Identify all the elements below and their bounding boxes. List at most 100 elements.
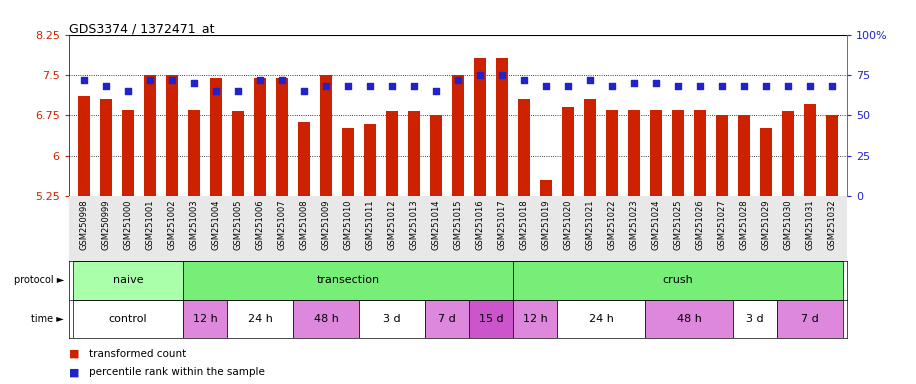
Bar — [100, 99, 112, 196]
Text: 12 h: 12 h — [192, 314, 217, 324]
Bar — [408, 111, 420, 196]
Text: GSM251025: GSM251025 — [673, 199, 682, 250]
Bar — [716, 115, 728, 196]
Bar — [166, 75, 178, 196]
Bar — [540, 180, 552, 196]
Text: GSM250998: GSM250998 — [80, 199, 89, 250]
Text: GSM251027: GSM251027 — [717, 199, 726, 250]
Point — [451, 77, 465, 83]
Point — [275, 77, 289, 83]
Text: naive: naive — [113, 275, 144, 285]
Bar — [293, 300, 359, 338]
Bar — [649, 110, 662, 196]
Text: GSM251014: GSM251014 — [431, 199, 441, 250]
Bar — [496, 58, 508, 196]
Text: GSM251004: GSM251004 — [212, 199, 221, 250]
Text: 3 d: 3 d — [747, 314, 764, 324]
Text: GSM251007: GSM251007 — [278, 199, 287, 250]
Text: 3 d: 3 d — [383, 314, 401, 324]
Bar — [733, 300, 777, 338]
Bar — [254, 78, 267, 196]
Point — [495, 72, 509, 78]
Point — [363, 83, 377, 89]
Point — [99, 83, 114, 89]
Bar — [738, 115, 750, 196]
Point — [231, 88, 245, 94]
Bar — [232, 111, 244, 196]
Text: time ►: time ► — [31, 314, 64, 324]
Bar — [627, 110, 640, 196]
Text: GSM251018: GSM251018 — [519, 199, 529, 250]
Point — [473, 72, 487, 78]
Point — [605, 83, 619, 89]
Text: control: control — [109, 314, 147, 324]
Bar — [469, 300, 513, 338]
Text: GSM251017: GSM251017 — [497, 199, 507, 250]
Text: GSM251002: GSM251002 — [168, 199, 177, 250]
Bar — [760, 127, 772, 196]
Bar — [513, 261, 843, 300]
Bar — [364, 124, 376, 196]
Text: GSM251015: GSM251015 — [453, 199, 463, 250]
Bar — [276, 78, 289, 196]
Point — [824, 83, 839, 89]
Text: GSM251005: GSM251005 — [234, 199, 243, 250]
Text: 24 h: 24 h — [588, 314, 614, 324]
Bar — [122, 110, 134, 196]
Point — [407, 83, 421, 89]
Bar — [359, 300, 425, 338]
Point — [143, 77, 158, 83]
Point — [714, 83, 729, 89]
Point — [385, 83, 399, 89]
Text: GSM251023: GSM251023 — [629, 199, 638, 250]
Point — [627, 80, 641, 86]
Text: GSM251016: GSM251016 — [475, 199, 485, 250]
Text: 12 h: 12 h — [523, 314, 548, 324]
Bar — [452, 75, 464, 196]
Text: GSM251008: GSM251008 — [300, 199, 309, 250]
Bar — [474, 58, 486, 196]
Text: GSM251020: GSM251020 — [563, 199, 572, 250]
Point — [649, 80, 663, 86]
Bar — [804, 104, 816, 196]
Bar — [430, 115, 442, 196]
Bar — [672, 110, 684, 196]
Bar — [183, 261, 513, 300]
Point — [561, 83, 575, 89]
Bar — [425, 300, 469, 338]
Point — [758, 83, 773, 89]
Text: GSM251022: GSM251022 — [607, 199, 616, 250]
Point — [297, 88, 311, 94]
Text: protocol ►: protocol ► — [14, 275, 64, 285]
Bar — [694, 110, 706, 196]
Bar — [826, 115, 838, 196]
Bar — [562, 107, 574, 196]
Text: GDS3374 / 1372471_at: GDS3374 / 1372471_at — [69, 22, 214, 35]
Bar — [73, 261, 183, 300]
Text: 24 h: 24 h — [247, 314, 272, 324]
Point — [429, 88, 443, 94]
Bar — [518, 99, 530, 196]
Text: 15 d: 15 d — [479, 314, 503, 324]
Text: transformed count: transformed count — [89, 349, 186, 359]
Text: GSM251006: GSM251006 — [256, 199, 265, 250]
Bar — [557, 300, 645, 338]
Point — [736, 83, 751, 89]
Point — [121, 88, 136, 94]
Bar — [144, 75, 156, 196]
Text: GSM251000: GSM251000 — [124, 199, 133, 250]
Text: crush: crush — [662, 275, 693, 285]
Bar — [188, 110, 200, 196]
Text: GSM251031: GSM251031 — [805, 199, 814, 250]
Text: 48 h: 48 h — [677, 314, 702, 324]
Point — [187, 80, 202, 86]
Text: GSM251003: GSM251003 — [190, 199, 199, 250]
Bar — [645, 300, 733, 338]
Point — [671, 83, 685, 89]
Text: ■: ■ — [69, 349, 82, 359]
Text: GSM251010: GSM251010 — [344, 199, 353, 250]
Bar — [298, 122, 311, 196]
Text: GSM251030: GSM251030 — [783, 199, 792, 250]
Text: GSM250999: GSM250999 — [102, 199, 111, 250]
Bar — [73, 300, 183, 338]
